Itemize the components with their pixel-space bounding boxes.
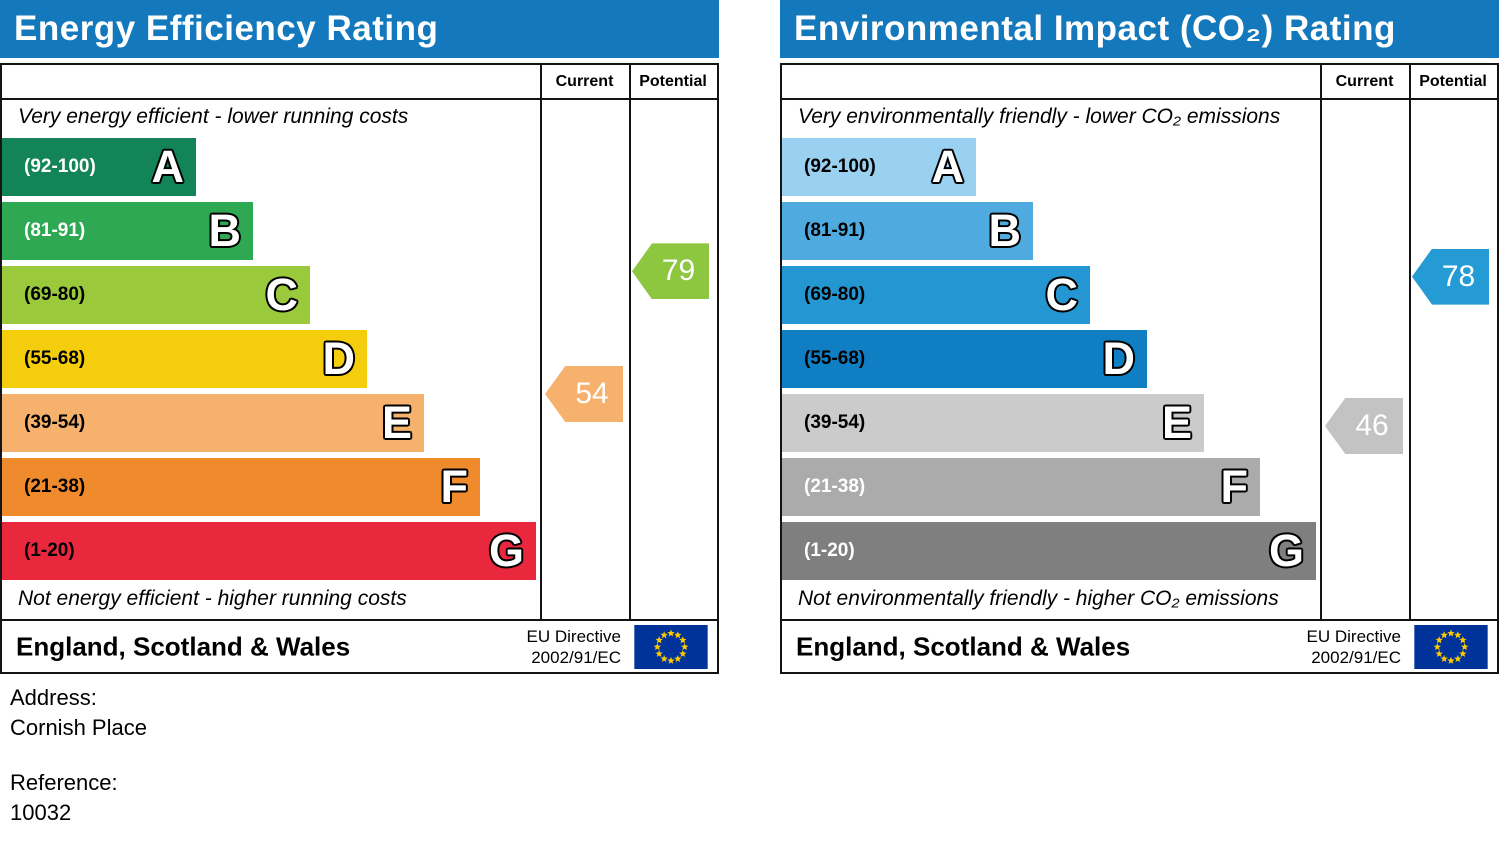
- band-range-label: (39-54): [804, 412, 866, 433]
- band-a: (92-100) A: [782, 138, 976, 196]
- bottom-note: Not energy efficient - higher running co…: [18, 587, 407, 610]
- eu-flag-icon: [634, 625, 708, 669]
- band-letter: A: [931, 141, 965, 192]
- band-range-label: (81-91): [804, 220, 866, 241]
- band-letter: D: [322, 333, 356, 384]
- region-label: England, Scotland & Wales: [16, 631, 351, 661]
- eu-directive-label: EU Directive 2002/91/EC: [1306, 626, 1401, 667]
- band-c: (69-80) C: [782, 266, 1090, 324]
- band-letter: F: [1220, 461, 1249, 512]
- band-f: (21-38) F: [2, 458, 480, 516]
- panel-title: Energy Efficiency Rating: [0, 0, 719, 58]
- band-letter: G: [488, 525, 524, 576]
- band-a: (92-100) A: [2, 138, 196, 196]
- band-e: (39-54) E: [2, 394, 424, 452]
- potential-column-header: Potential: [1419, 72, 1487, 90]
- energy-efficiency-panel: Energy Efficiency Rating Current Potenti…: [0, 0, 719, 674]
- top-note: Very energy efficient - lower running co…: [18, 105, 409, 128]
- band-range-label: (69-80): [804, 284, 866, 305]
- band-g: (1-20) G: [782, 522, 1316, 580]
- band-letter: A: [151, 141, 185, 192]
- potential-column-divider: [629, 65, 631, 619]
- rating-bands: (92-100) A (81-91) B (69-80) C (55-68) D (39-54)…: [782, 65, 1497, 672]
- band-range-label: (21-38): [804, 476, 866, 497]
- band-b: (81-91) B: [2, 202, 253, 260]
- band-b: (81-91) B: [782, 202, 1033, 260]
- reference-label: Reference:: [10, 770, 118, 795]
- band-range-label: (55-68): [24, 348, 86, 369]
- band-d: (55-68) D: [2, 330, 367, 388]
- eu-flag-icon: [1414, 625, 1488, 669]
- band-letter: G: [1268, 525, 1304, 576]
- band-letter: E: [381, 397, 412, 448]
- table-footer: England, Scotland & Wales EU Directive 2…: [2, 619, 717, 672]
- eu-directive-label: EU Directive 2002/91/EC: [526, 626, 621, 667]
- band-e: (39-54) E: [782, 394, 1204, 452]
- band-range-label: (55-68): [804, 348, 866, 369]
- bottom-note: Not environmentally friendly - higher CO…: [798, 587, 1279, 610]
- band-range-label: (69-80): [24, 284, 86, 305]
- current-rating-value: 54: [575, 377, 609, 410]
- current-column-divider: [540, 65, 542, 619]
- current-column-header: Current: [555, 72, 614, 90]
- column-header-row: Current Potential: [782, 65, 1497, 100]
- region-label: England, Scotland & Wales: [796, 631, 1131, 661]
- table-footer: England, Scotland & Wales EU Directive 2…: [782, 619, 1497, 672]
- band-letter: E: [1161, 397, 1192, 448]
- environmental-impact-panel: Environmental Impact (CO₂) Rating Curren…: [780, 0, 1499, 674]
- band-letter: B: [208, 205, 242, 256]
- potential-rating-value: 78: [1441, 259, 1476, 293]
- band-d: (55-68) D: [782, 330, 1147, 388]
- band-range-label: (39-54): [24, 412, 86, 433]
- band-g: (1-20) G: [2, 522, 536, 580]
- current-column-divider: [1320, 65, 1322, 619]
- address-block: Address: Cornish Place Reference: 10032: [10, 683, 147, 828]
- band-letter: C: [265, 269, 299, 320]
- potential-rating-value: 79: [661, 254, 696, 288]
- band-letter: C: [1045, 269, 1079, 320]
- reference-value: 10032: [10, 800, 72, 825]
- band-c: (69-80) C: [2, 266, 310, 324]
- band-range-label: (1-20): [24, 540, 75, 561]
- band-letter: D: [1102, 333, 1136, 384]
- band-range-label: (1-20): [804, 540, 855, 561]
- band-range-label: (92-100): [804, 156, 876, 177]
- band-f: (21-38) F: [782, 458, 1260, 516]
- band-range-label: (21-38): [24, 476, 86, 497]
- rating-table: Current Potential Very energy efficient …: [0, 63, 719, 674]
- band-range-label: (81-91): [24, 220, 86, 241]
- potential-column-header: Potential: [639, 72, 707, 90]
- band-range-label: (92-100): [24, 156, 96, 177]
- potential-column-divider: [1409, 65, 1411, 619]
- rating-table: Current Potential Very environmentally f…: [780, 63, 1499, 674]
- band-letter: B: [988, 205, 1022, 256]
- band-letter: F: [440, 461, 469, 512]
- rating-bands: (92-100) A (81-91) B (69-80) C (55-68) D (39-54)…: [2, 65, 717, 672]
- column-header-row: Current Potential: [2, 65, 717, 100]
- address-label: Address:: [10, 685, 97, 710]
- current-column-header: Current: [1335, 72, 1394, 90]
- address-value: Cornish Place: [10, 715, 147, 740]
- current-rating-value: 46: [1355, 409, 1389, 442]
- panel-title: Environmental Impact (CO₂) Rating: [780, 0, 1499, 58]
- top-note: Very environmentally friendly - lower CO…: [798, 105, 1281, 128]
